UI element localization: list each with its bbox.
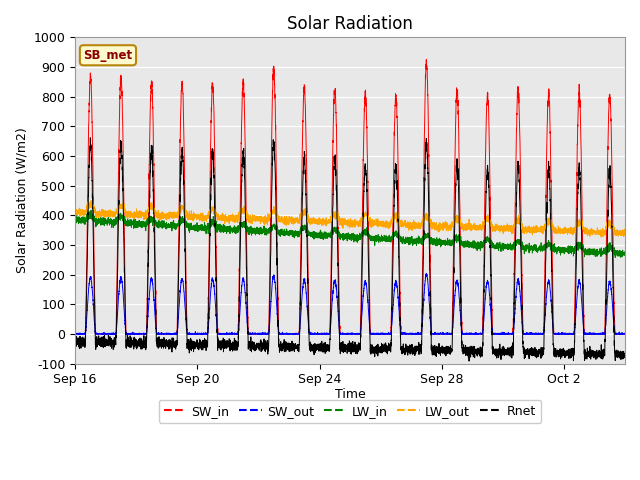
SW_in: [170, 331, 177, 337]
LW_in: [93, 220, 101, 226]
SW_in: [173, 331, 180, 337]
LW_out: [597, 234, 605, 240]
SW_out: [71, 331, 79, 337]
SW_out: [170, 331, 177, 337]
SW_out: [399, 331, 406, 337]
LW_in: [71, 220, 79, 226]
SW_out: [422, 270, 430, 276]
LW_out: [170, 213, 177, 218]
Title: Solar Radiation: Solar Radiation: [287, 15, 413, 33]
SW_in: [71, 331, 79, 337]
Line: LW_in: LW_in: [75, 210, 625, 257]
LW_in: [170, 224, 177, 229]
SW_out: [93, 331, 101, 337]
LW_in: [399, 236, 406, 241]
Text: SB_met: SB_met: [83, 49, 132, 62]
LW_in: [87, 207, 95, 213]
Rnet: [93, 340, 101, 346]
Rnet: [399, 346, 406, 351]
X-axis label: Time: Time: [335, 388, 365, 401]
LW_out: [256, 216, 264, 221]
Rnet: [465, 358, 473, 364]
LW_out: [87, 198, 95, 204]
SW_in: [615, 331, 623, 337]
LW_out: [93, 211, 101, 216]
SW_in: [256, 331, 264, 337]
LW_out: [173, 210, 180, 216]
LW_out: [615, 232, 623, 238]
Rnet: [621, 353, 629, 359]
Rnet: [71, 345, 79, 351]
LW_out: [399, 221, 406, 227]
Legend: SW_in, SW_out, LW_in, LW_out, Rnet: SW_in, SW_out, LW_in, LW_out, Rnet: [159, 400, 541, 423]
Line: SW_in: SW_in: [75, 60, 625, 334]
SW_in: [621, 331, 629, 337]
SW_out: [72, 331, 79, 337]
Rnet: [170, 342, 177, 348]
LW_in: [621, 252, 629, 258]
Y-axis label: Solar Radiation (W/m2): Solar Radiation (W/m2): [15, 128, 28, 274]
LW_in: [615, 250, 623, 256]
Rnet: [173, 342, 180, 348]
Line: SW_out: SW_out: [75, 273, 625, 334]
Line: Rnet: Rnet: [75, 138, 625, 361]
SW_out: [621, 331, 629, 336]
LW_in: [173, 223, 180, 229]
LW_in: [256, 228, 264, 234]
Rnet: [86, 135, 94, 141]
LW_in: [611, 254, 619, 260]
Rnet: [615, 350, 623, 356]
LW_out: [621, 230, 629, 236]
Line: LW_out: LW_out: [75, 201, 625, 237]
SW_in: [422, 57, 430, 62]
SW_out: [256, 331, 264, 337]
SW_out: [173, 331, 180, 336]
SW_out: [615, 331, 623, 337]
LW_out: [71, 206, 79, 212]
SW_in: [398, 331, 406, 337]
Rnet: [256, 344, 264, 349]
SW_in: [93, 331, 101, 337]
